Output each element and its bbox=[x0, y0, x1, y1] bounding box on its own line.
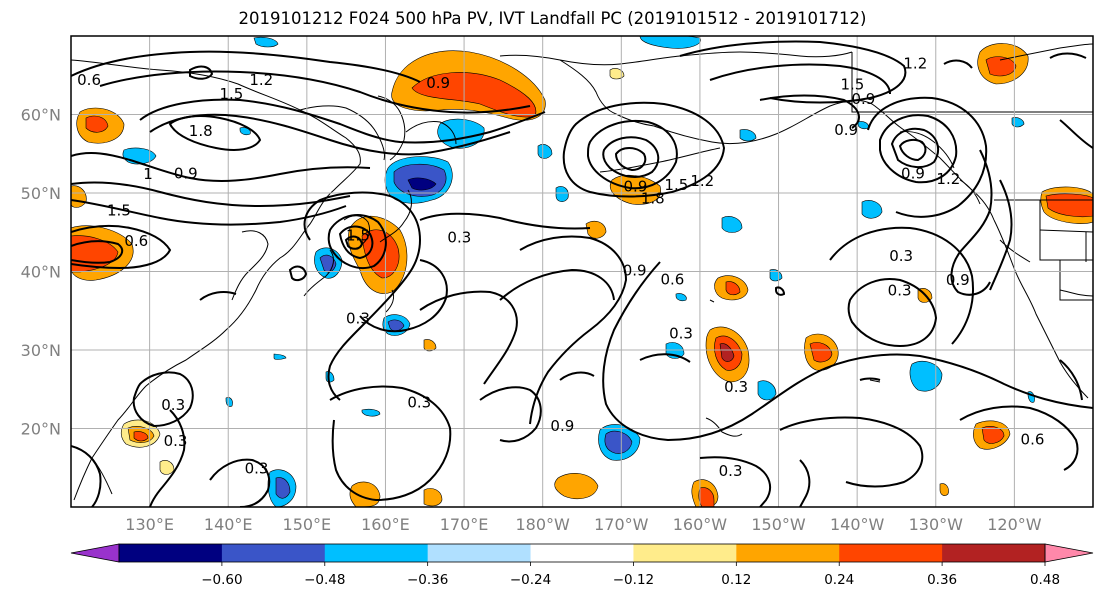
contour-value-label: 1.5 bbox=[107, 201, 131, 219]
contour-value-label: 0.9 bbox=[174, 164, 198, 182]
contour-value-label: 1.5 bbox=[664, 176, 688, 194]
lat-tick-label: 60°N bbox=[21, 106, 61, 125]
colorbar-tick-label: −0.24 bbox=[510, 572, 551, 588]
colorbar-segment bbox=[839, 544, 943, 562]
lon-tick-label: 170°W bbox=[594, 515, 649, 534]
contour-value-label: 0.9 bbox=[852, 90, 876, 108]
contour-value-label: 0.3 bbox=[724, 378, 748, 396]
contour-value-label: 0.9 bbox=[426, 74, 450, 92]
contour-labels: 0.6 1.21.51.80.911.50.60.90.31.50.30.30.3… bbox=[77, 54, 1044, 479]
contour-value-label: 0.3 bbox=[719, 462, 743, 480]
colorbar-tick-label: 0.24 bbox=[824, 572, 854, 588]
latitude-labels: 20°N 30°N 40°N 50°N 60°N bbox=[21, 106, 61, 439]
contour-value-label: 0.3 bbox=[245, 460, 269, 478]
contour-value-label: 0.3 bbox=[889, 247, 913, 265]
contour-value-label: 0.9 bbox=[901, 164, 925, 182]
lat-tick-label: 20°N bbox=[21, 420, 61, 439]
lon-tick-label: 170°E bbox=[440, 515, 489, 534]
contour-value-label: 0.3 bbox=[164, 432, 188, 450]
colorbar-segment bbox=[942, 544, 1046, 562]
colorbar-segment bbox=[119, 544, 223, 562]
lat-tick-label: 30°N bbox=[21, 341, 61, 360]
colorbar-extend-low bbox=[70, 543, 120, 563]
colorbar-tick-label: −0.60 bbox=[201, 572, 242, 588]
colorbar-extend-high bbox=[1044, 543, 1094, 563]
contour-value-label: 1 bbox=[143, 165, 153, 183]
contour-value-label: 0.3 bbox=[888, 281, 912, 299]
colorbar-tick-label: 0.12 bbox=[721, 572, 751, 588]
contour-value-label: 0.3 bbox=[346, 310, 370, 328]
contour-value-label: 1.2 bbox=[903, 54, 927, 72]
colorbar-segment bbox=[736, 544, 840, 562]
contour-value-label: 0.9 bbox=[624, 178, 648, 196]
colorbar: −0.60 −0.48 −0.36 −0.24 −0.12 0.12 0.24 0.36 0.4… bbox=[70, 543, 1094, 588]
ivt-contours bbox=[71, 40, 1093, 507]
lon-tick-label: 120°W bbox=[987, 515, 1042, 534]
contour-value-label: 1.5 bbox=[346, 226, 370, 244]
colorbar-tick-label: −0.36 bbox=[407, 572, 448, 588]
map-frame bbox=[70, 35, 1094, 508]
contour-value-label: 1.8 bbox=[189, 122, 213, 140]
contour-value-label: 0.3 bbox=[669, 325, 693, 343]
colorbar-tick-label: 0.48 bbox=[1030, 572, 1060, 588]
contour-value-label: 0.9 bbox=[946, 271, 970, 289]
colorbar-segment bbox=[530, 544, 634, 562]
lon-tick-label: 140°E bbox=[204, 515, 253, 534]
contour-value-label: 0.6 bbox=[77, 71, 101, 89]
contour-value-label: 0.6 bbox=[124, 232, 148, 250]
lat-tick-label: 50°N bbox=[21, 184, 61, 203]
contour-value-label: 0.3 bbox=[447, 229, 471, 247]
colorbar-segment bbox=[324, 544, 429, 562]
lon-tick-label: 130°W bbox=[909, 515, 964, 534]
contour-value-label: 0.3 bbox=[161, 396, 185, 414]
colorbar-segment bbox=[427, 544, 532, 562]
colorbar-tick-label: −0.12 bbox=[613, 572, 654, 588]
lon-tick-label: 130°E bbox=[125, 515, 174, 534]
contour-value-label: 1.5 bbox=[841, 76, 865, 94]
map-title: 2019101212 F024 500 hPa PV, IVT Landfall… bbox=[238, 9, 867, 28]
colorbar-segment bbox=[633, 544, 737, 562]
lon-tick-label: 140°W bbox=[830, 515, 885, 534]
contour-value-label: 0.9 bbox=[834, 121, 858, 139]
contour-value-label: 1.2 bbox=[690, 172, 714, 190]
colorbar-tick-label: −0.48 bbox=[304, 572, 345, 588]
colorbar-tick-label: 0.36 bbox=[927, 572, 957, 588]
lat-tick-label: 40°N bbox=[21, 263, 61, 282]
contour-value-label: 1.5 bbox=[219, 85, 243, 103]
colorbar-outline bbox=[118, 543, 1046, 563]
longitude-labels: 130°E 140°E 150°E 160°E 170°E 180°W 170°W 160°W… bbox=[125, 515, 1041, 534]
contour-value-label: 1.2 bbox=[936, 170, 960, 188]
lon-tick-label: 160°W bbox=[673, 515, 728, 534]
lon-tick-label: 150°E bbox=[283, 515, 332, 534]
contour-value-label: 1.8 bbox=[641, 189, 665, 207]
contour-value-label: 0.3 bbox=[407, 394, 431, 412]
contour-value-label: 1.2 bbox=[249, 71, 273, 89]
lon-tick-label: 160°E bbox=[361, 515, 410, 534]
contour-value-label: 0.9 bbox=[623, 262, 647, 280]
contour-value-label: 0.6 bbox=[660, 270, 684, 288]
contour-value-label: 0.6 bbox=[1021, 430, 1045, 448]
contour-value-label: 0.9 bbox=[550, 417, 574, 435]
colorbar-segment bbox=[221, 544, 326, 562]
lon-tick-label: 150°W bbox=[751, 515, 806, 534]
lon-tick-label: 180°W bbox=[516, 515, 571, 534]
